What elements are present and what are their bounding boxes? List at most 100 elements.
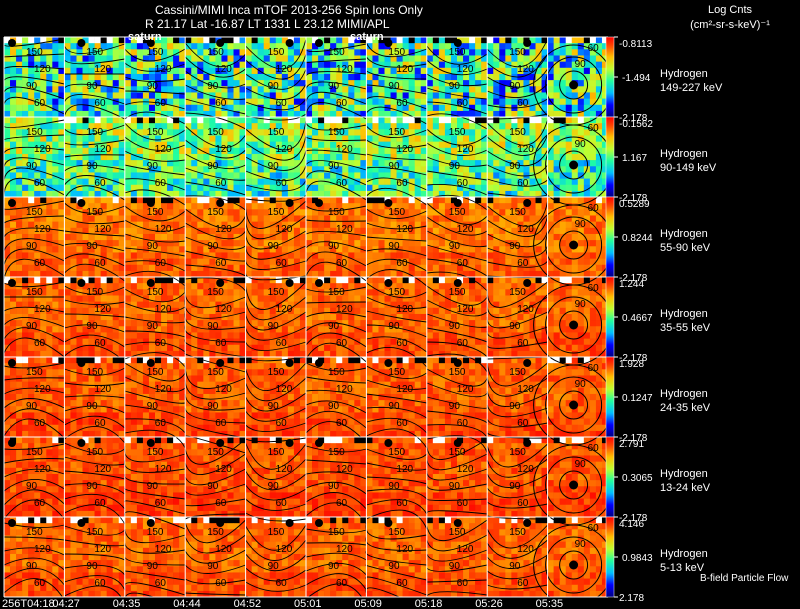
heatmap-cell xyxy=(233,92,240,99)
heatmap-cell xyxy=(34,43,41,50)
heatmap-cell xyxy=(88,350,95,358)
heatmap-cell xyxy=(553,129,560,136)
heatmap-cell xyxy=(414,37,422,44)
heatmap-cell xyxy=(239,252,246,259)
heatmap-cell xyxy=(58,289,65,296)
heatmap-cell xyxy=(70,203,77,210)
heatmap-cell xyxy=(535,252,542,259)
heatmap-cell xyxy=(22,141,29,149)
heatmap-cell xyxy=(342,221,349,229)
heatmap-cell xyxy=(384,55,391,62)
heatmap-cell xyxy=(161,129,168,136)
heatmap-cell xyxy=(203,197,210,204)
heatmap-cell xyxy=(233,49,240,56)
heatmap-cell xyxy=(426,190,434,198)
heatmap-cell xyxy=(402,55,409,62)
heatmap-cell xyxy=(336,209,343,216)
heatmap-cell xyxy=(88,203,95,210)
heatmap-cell xyxy=(293,49,301,56)
heatmap-cell xyxy=(444,252,452,259)
heatmap-cell xyxy=(330,92,337,99)
heatmap-cell xyxy=(493,184,500,192)
heatmap-cell xyxy=(366,301,373,309)
heatmap-cell xyxy=(40,215,47,222)
heatmap-cell xyxy=(402,172,409,179)
heatmap-cell xyxy=(583,153,591,161)
heatmap-cell xyxy=(360,215,367,222)
heatmap-cell xyxy=(191,43,198,50)
heatmap-cell xyxy=(535,55,542,62)
heatmap-cell xyxy=(281,43,289,50)
heatmap-cell xyxy=(203,233,210,241)
heatmap-cell xyxy=(565,184,573,192)
heatmap-cell xyxy=(553,141,560,149)
heatmap-cell xyxy=(287,264,295,272)
heatmap-cell xyxy=(275,67,283,75)
heatmap-cell xyxy=(221,178,228,186)
heatmap-cell xyxy=(499,172,506,179)
heatmap-cell xyxy=(203,73,210,81)
heatmap-cell xyxy=(106,147,114,155)
heatmap-cell xyxy=(197,190,204,198)
heatmap-cell xyxy=(312,252,319,259)
heatmap-cell xyxy=(215,166,222,173)
heatmap-cell xyxy=(408,123,416,130)
heatmap-cell xyxy=(112,264,120,272)
heatmap-cell xyxy=(336,110,343,118)
heatmap-cell xyxy=(22,246,29,253)
heatmap-cell xyxy=(366,92,373,99)
heatmap-cell xyxy=(360,184,367,192)
heatmap-cell xyxy=(432,37,440,44)
heatmap-cell xyxy=(511,110,518,118)
heatmap-cell xyxy=(589,123,597,130)
heatmap-cell xyxy=(414,301,422,309)
heatmap-cell xyxy=(450,258,458,266)
heatmap-cell xyxy=(360,240,367,247)
heatmap-cell xyxy=(408,86,416,93)
heatmap-cell xyxy=(378,178,385,186)
heatmap-cell xyxy=(34,233,41,241)
heatmap-cell xyxy=(227,67,234,75)
heatmap-cell xyxy=(475,246,482,253)
heatmap-cell xyxy=(505,184,512,192)
heatmap-cell xyxy=(571,110,579,118)
heatmap-cell xyxy=(100,135,107,142)
heatmap-cell xyxy=(94,49,101,56)
heatmap-cell xyxy=(426,203,434,210)
heatmap-cell xyxy=(76,295,83,302)
heatmap-cell xyxy=(263,178,271,186)
heatmap-cell xyxy=(571,55,579,62)
heatmap-cell xyxy=(251,110,258,118)
heatmap-cell xyxy=(10,332,17,339)
heatmap-cell xyxy=(547,110,554,118)
heatmap-cell xyxy=(233,37,240,44)
heatmap-cell xyxy=(94,160,101,167)
heatmap-cell xyxy=(100,43,107,50)
heatmap-cell xyxy=(52,178,59,186)
heatmap-cell xyxy=(179,55,186,62)
heatmap-cell xyxy=(28,43,35,50)
heatmap-cell xyxy=(179,246,186,253)
heatmap-cell xyxy=(438,332,446,339)
heatmap-cell xyxy=(487,37,494,44)
heatmap-cell xyxy=(408,160,416,167)
heatmap-cell xyxy=(148,153,156,161)
heatmap-cell xyxy=(499,209,506,216)
heatmap-cell xyxy=(239,129,246,136)
heatmap-cell xyxy=(155,221,162,229)
heatmap-cell xyxy=(239,110,246,118)
heatmap-cell xyxy=(70,55,77,62)
heatmap-cell xyxy=(173,197,180,204)
heatmap-cell xyxy=(396,240,403,247)
heatmap-cell xyxy=(106,252,114,259)
heatmap-cell xyxy=(269,153,277,161)
heatmap-cell xyxy=(505,86,512,93)
heatmap-cell xyxy=(28,123,35,130)
heatmap-cell xyxy=(197,172,204,179)
heatmap-cell xyxy=(330,117,337,124)
heatmap-cell xyxy=(269,49,277,56)
heatmap-cell xyxy=(40,43,47,50)
heatmap-cell xyxy=(34,209,41,216)
heatmap-cell xyxy=(457,43,464,50)
heatmap-cell xyxy=(239,141,246,149)
